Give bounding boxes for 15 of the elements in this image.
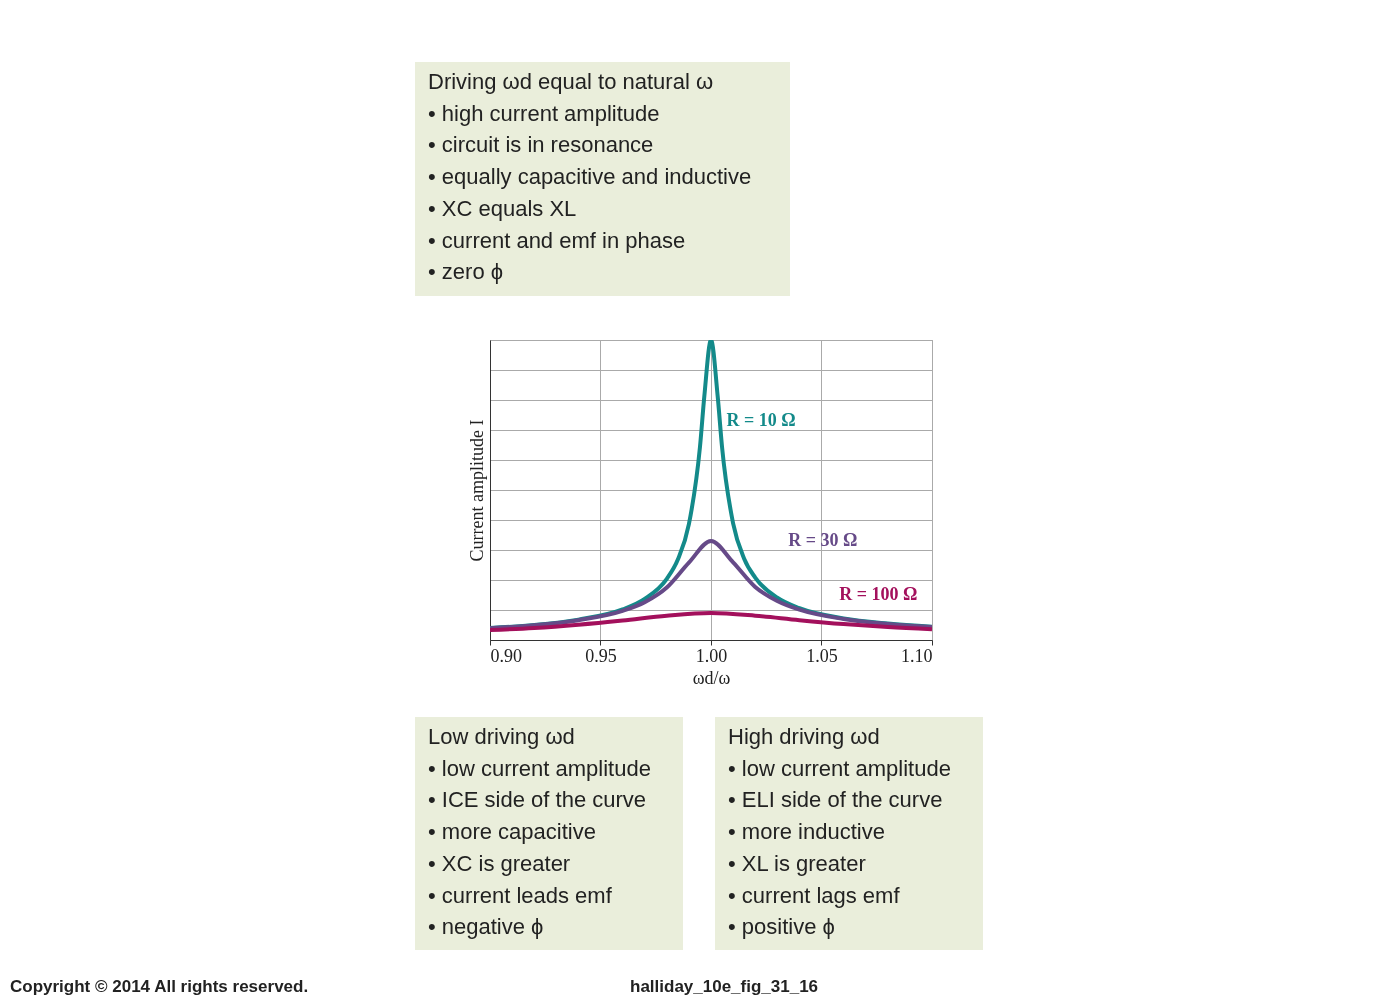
text: R = 30 Ω xyxy=(788,530,858,550)
x-tick-label: 0.95 xyxy=(585,645,617,666)
text: Copyright © 2014 All rights reserved. xyxy=(10,977,309,996)
text: Low driving ωd • low current amplitude • ICE side of the curve • more capacitive • XC is greater • current leads emf • negative ϕ xyxy=(428,724,651,940)
text: High driving ωd • low current amplitude • ELI side of the curve • more inductive • XL is greater • current lags emf • positive ϕ xyxy=(728,724,951,940)
series-label: R = 100 Ω xyxy=(839,584,918,604)
x-tick-label: 1.00 xyxy=(695,645,728,666)
x-tick-label: 1.05 xyxy=(806,645,838,666)
x-tick-label: 0.90 xyxy=(490,645,522,666)
text: halliday_10e_fig_31_16 xyxy=(630,977,819,996)
y-axis-title: Current amplitude I xyxy=(466,419,487,562)
x-tick-label: 1.10 xyxy=(901,645,933,666)
x-axis-title: ωd/ω xyxy=(692,667,731,688)
series-label: R = 10 Ω xyxy=(726,410,796,430)
text: Driving ωd equal to natural ω • high current amplitude • circuit is in resonance • equally capacitive and inductive • XC equals XL • current and emf in phase • zero ϕ xyxy=(428,69,752,285)
